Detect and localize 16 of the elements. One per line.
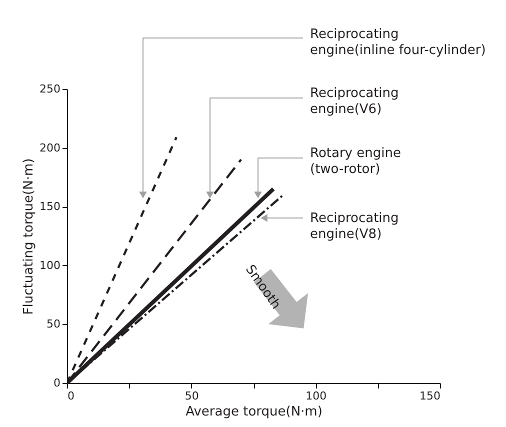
y-tick-label: 200 — [40, 141, 60, 154]
y-axis-title: Fluctuating torque(N·m) — [22, 158, 37, 315]
y-tick-label: 100 — [40, 258, 60, 272]
y-tick-label: 250 — [40, 82, 60, 96]
y-tick-label: 50 — [46, 318, 60, 331]
text: Rotary engine (two-rotor) — [310, 146, 401, 177]
x-tick-label: 150 — [420, 390, 440, 402]
x-axis-title: Average torque(N·m) — [186, 404, 322, 420]
text: Reciprocating engine(inline four-cylinder) — [310, 27, 486, 58]
x-tick-label: 0 — [68, 390, 74, 402]
text: Reciprocating engine(V8) — [310, 211, 399, 242]
x-tick-label: 100 — [306, 390, 327, 402]
y-tick-label: 150 — [40, 200, 60, 214]
x-tick-label: 50 — [184, 390, 199, 402]
y-tick-label: 0 — [54, 376, 60, 390]
text: Reciprocating engine(V6) — [310, 86, 399, 117]
